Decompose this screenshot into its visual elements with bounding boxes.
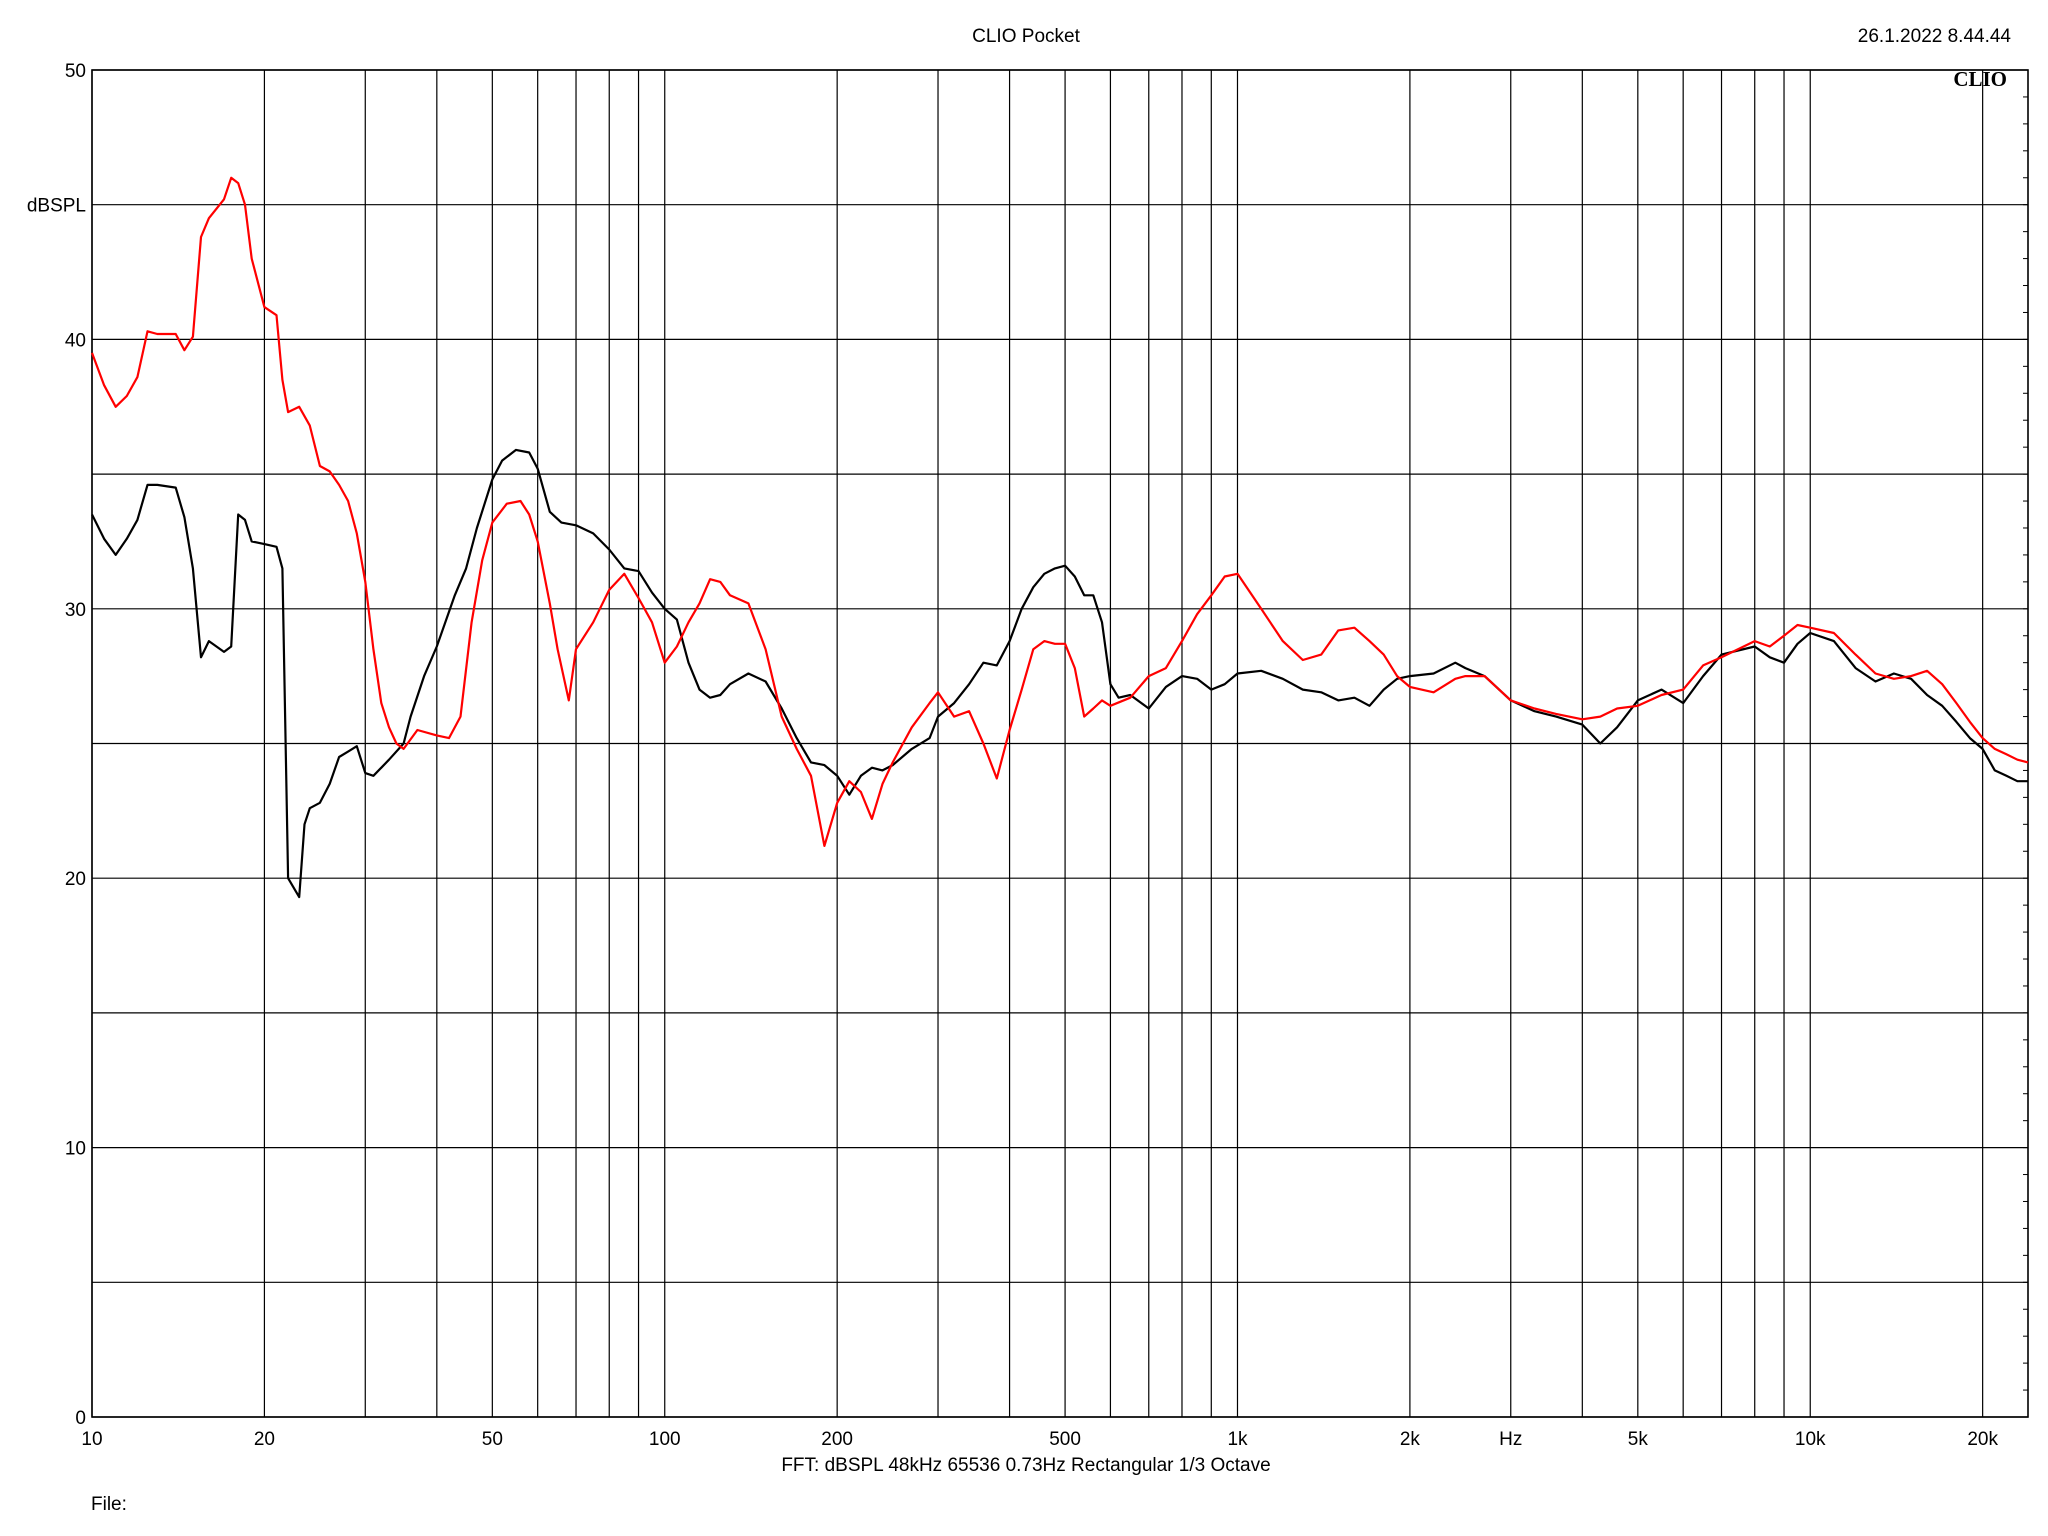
x-axis-ticks: 10 20 50 100 200 500 1k 2k Hz 5k 10k 20k [81,1429,1998,1450]
x-tick-label: 500 [1049,1429,1081,1450]
y-tick-label: 30 [65,600,86,621]
clio-logo: CLIO [1953,67,2007,91]
x-tick-label: 2k [1400,1429,1421,1450]
file-label: File: [91,1494,127,1515]
grid [91,69,2029,1418]
x-tick-label: 5k [1628,1429,1649,1450]
y-tick-label: 20 [65,869,86,890]
x-tick-label: Hz [1499,1429,1522,1450]
series-group [90,176,2029,899]
y-tick-label: 10 [65,1139,86,1160]
chart-title: CLIO Pocket [972,26,1080,47]
x-tick-label: 1k [1227,1429,1248,1450]
x-tick-label: 100 [649,1429,681,1450]
x-tick-label: 10k [1795,1429,1826,1450]
x-tick-label: 10 [81,1429,102,1450]
x-tick-label: 20k [1967,1429,1998,1450]
series-line-red [90,176,2029,847]
y-tick-label: 0 [75,1408,86,1429]
measurement-settings: FFT: dBSPL 48kHz 65536 0.73Hz Rectangula… [781,1455,1270,1476]
timestamp: 26.1.2022 8.44.44 [1858,26,2012,47]
y-tick-label: dBSPL [27,196,86,217]
x-tick-label: 200 [821,1429,853,1450]
x-tick-label: 50 [482,1429,503,1450]
y-tick-label: 40 [65,330,86,351]
series-line-black [91,448,2028,899]
y-tick-label: 50 [65,61,86,82]
x-tick-label: 20 [254,1429,275,1450]
y-axis-ticks: 0 10 20 30 40 dBSPL 50 [27,61,86,1429]
